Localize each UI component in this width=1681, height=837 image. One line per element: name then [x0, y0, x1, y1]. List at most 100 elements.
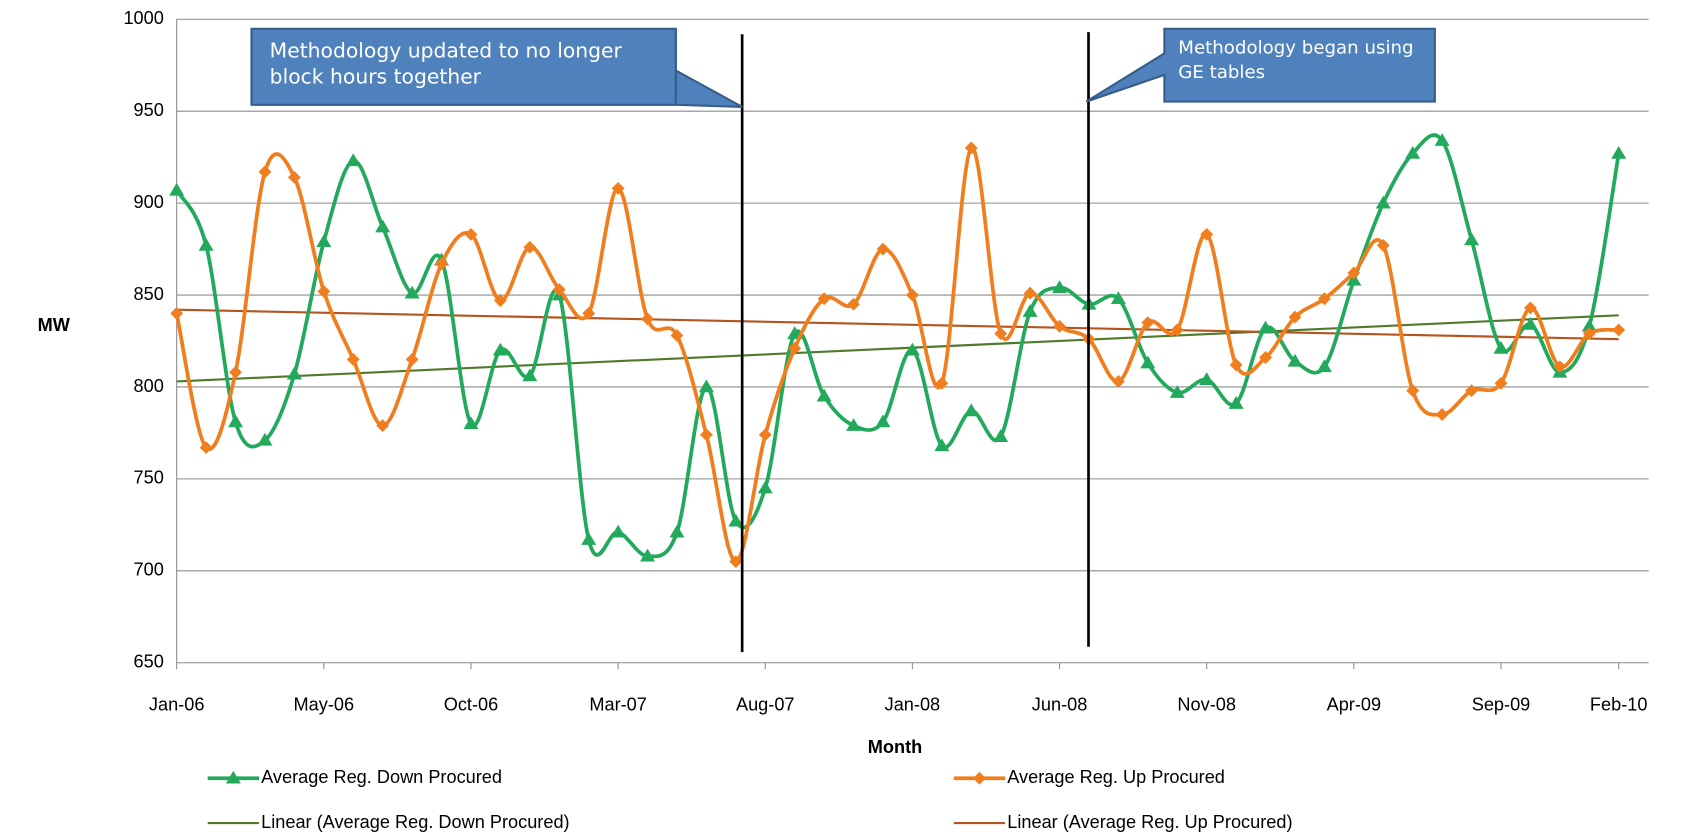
data-point	[1316, 359, 1332, 373]
data-point	[435, 257, 448, 271]
data-point	[1169, 384, 1185, 398]
legend-label: Average Reg. Up Procured	[1007, 767, 1225, 787]
data-point	[1464, 232, 1480, 246]
data-point	[641, 312, 654, 326]
x-tick-label: Sep-09	[1472, 694, 1531, 714]
data-point	[1258, 320, 1274, 334]
data-point	[257, 432, 273, 446]
data-point	[1052, 280, 1068, 294]
plot-area: 650 700 750 800 850 900 950 1000 Jan-06 May-06 Oct…	[123, 8, 1649, 832]
x-tick-label: Jan-08	[885, 694, 941, 714]
data-point	[1465, 384, 1478, 398]
data-point	[1612, 323, 1626, 337]
legend-marker	[225, 770, 241, 784]
annotation: Methodology began using GE tables	[1178, 37, 1414, 84]
data-point	[905, 288, 919, 302]
x-tick-label: May-06	[294, 694, 355, 714]
data-point	[993, 429, 1009, 442]
data-point	[1022, 304, 1038, 317]
y-axis-label: MW	[38, 315, 71, 335]
data-point	[698, 379, 714, 393]
trendline	[176, 314, 1619, 383]
callout: Methodology updated to no longer block h…	[269, 39, 622, 89]
data-point	[404, 285, 420, 299]
legend-marker	[973, 771, 986, 785]
annotation: Methodology updated to no longer block h…	[269, 39, 622, 89]
y-tick-label: 700	[134, 560, 164, 580]
x-tick-label: Feb-10	[1590, 694, 1648, 714]
data-point	[904, 342, 920, 356]
data-point	[816, 388, 832, 402]
data-point	[1287, 353, 1303, 367]
y-tick-label: 650	[134, 652, 164, 672]
data-point	[1110, 291, 1126, 305]
data-point	[317, 284, 331, 298]
legend-label: Linear (Average Reg. Down Procured)	[261, 812, 569, 832]
data-point	[1553, 360, 1567, 374]
series-line	[174, 146, 1619, 564]
callout: Methodology began using GE tables	[1178, 37, 1414, 84]
data-point	[287, 170, 301, 184]
data-point	[1406, 384, 1420, 398]
data-point	[963, 403, 979, 417]
callout-box	[1085, 27, 1436, 103]
data-point	[169, 182, 185, 196]
data-point	[728, 513, 744, 527]
data-point	[640, 548, 656, 562]
data-point	[229, 365, 242, 379]
x-tick-label: Nov-08	[1177, 694, 1236, 714]
data-point	[464, 227, 478, 241]
data-point	[699, 428, 713, 442]
x-tick-label: Mar-07	[589, 694, 647, 714]
data-point	[1434, 133, 1450, 146]
data-point	[610, 524, 626, 538]
x-tick-label: Oct-06	[444, 694, 499, 714]
legend-label: Linear (Average Reg. Up Procured)	[1007, 812, 1292, 832]
legend-label: Average Reg. Down Procured	[261, 767, 502, 787]
data-point	[316, 234, 332, 248]
data-point	[346, 352, 360, 366]
x-tick-label: Jan-06	[149, 694, 205, 714]
data-point	[1288, 310, 1302, 324]
data-point	[1435, 408, 1449, 421]
data-point	[1375, 195, 1391, 209]
data-point	[492, 342, 508, 356]
x-tick-label: Aug-07	[736, 694, 795, 714]
data-point	[1581, 318, 1597, 332]
data-point	[846, 418, 862, 431]
x-tick-label: Jun-08	[1032, 694, 1088, 714]
callout-box	[250, 27, 743, 108]
data-point	[934, 438, 950, 452]
data-point	[405, 352, 419, 366]
x-tick-label: Apr-09	[1327, 694, 1382, 714]
data-point	[1522, 316, 1538, 330]
data-point	[757, 480, 773, 494]
data-point	[1376, 238, 1390, 252]
data-point	[1405, 145, 1421, 159]
data-point	[582, 307, 596, 320]
data-point	[375, 219, 391, 233]
y-tick-label: 1000	[123, 8, 163, 28]
trendline	[176, 308, 1619, 341]
y-tick-label: 950	[134, 100, 164, 120]
data-point	[1493, 340, 1509, 354]
data-point	[1228, 396, 1244, 409]
data-point	[522, 368, 538, 382]
data-point	[552, 283, 566, 296]
data-point	[198, 237, 214, 251]
data-point	[758, 428, 772, 442]
data-point	[170, 307, 184, 320]
data-point	[258, 165, 272, 179]
y-tick-label: 850	[134, 284, 164, 304]
data-point	[1200, 227, 1214, 241]
data-point	[1611, 145, 1627, 159]
data-point	[463, 416, 479, 430]
data-point	[729, 555, 743, 569]
data-point	[875, 414, 891, 428]
data-point	[228, 414, 244, 428]
data-point	[1229, 358, 1243, 372]
data-point	[1199, 372, 1215, 385]
data-point	[286, 366, 302, 380]
data-point	[670, 329, 684, 342]
